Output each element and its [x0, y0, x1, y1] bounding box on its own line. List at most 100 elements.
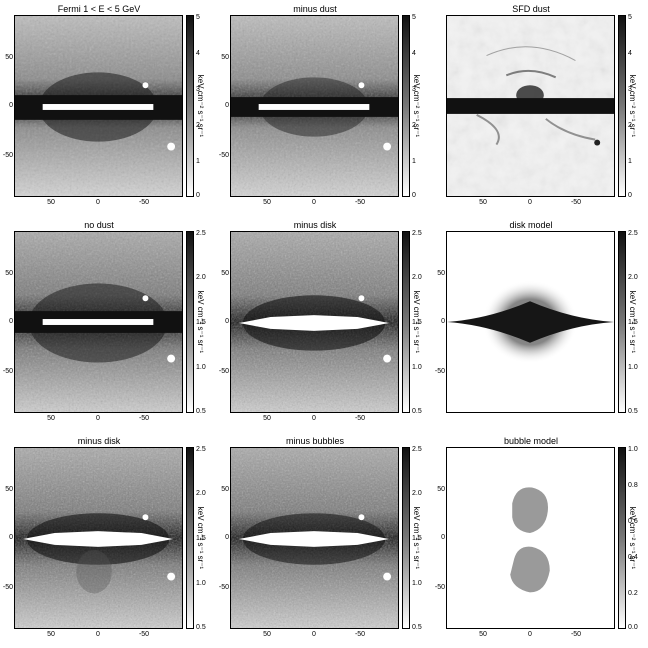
colorbar-tick: 0.4 — [628, 554, 638, 561]
y-tick-label: 50 — [5, 270, 13, 277]
colorbar-tick: 2.0 — [196, 490, 206, 497]
colorbar-tick: 2.5 — [196, 230, 206, 237]
y-tick-label: 0 — [441, 318, 445, 325]
colorbar-tick: 3 — [196, 86, 200, 93]
y-tick-label: 0 — [225, 318, 229, 325]
colorbar-tick: 1 — [412, 158, 416, 165]
colorbar-tick: 2 — [196, 122, 200, 129]
x-tick-label: -50 — [570, 631, 582, 638]
sky-map-no-dust — [14, 231, 183, 413]
y-tick-label: 0 — [9, 318, 13, 325]
x-tick-label: 50 — [47, 631, 55, 638]
x-tick-label: 0 — [312, 631, 316, 638]
y-tick-label: 50 — [5, 486, 13, 493]
x-tick-label: 0 — [312, 415, 316, 422]
panel-disk-model: disk model 50 0 -50 2.5 2.0 1.5 1.0 0.5 … — [435, 216, 648, 432]
colorbar-unit-label: keV cm⁻² s⁻¹ sr⁻¹ — [412, 74, 421, 138]
sky-map-minus-bubbles — [230, 447, 399, 629]
colorbar-tick: 1.0 — [628, 364, 638, 371]
colorbar-tick: 2.5 — [412, 446, 422, 453]
y-tick-label: 0 — [225, 534, 229, 541]
colorbar-tick: 0.2 — [628, 590, 638, 597]
x-tick-label: -50 — [570, 199, 582, 206]
x-tick-label: -50 — [138, 415, 150, 422]
colorbar-tick: 0 — [412, 192, 416, 199]
panel-fermi: Fermi 1 < E < 5 GeV 50 0 -50 50 0 -50 5 … — [3, 0, 220, 216]
colorbar — [618, 231, 626, 413]
colorbar-tick: 0 — [628, 192, 632, 199]
colorbar-tick: 2.5 — [628, 230, 638, 237]
colorbar-tick: 1.0 — [412, 580, 422, 587]
panel-title: minus dust — [293, 4, 337, 14]
panel-minus-bubbles: minus bubbles 50 0 -50 50 0 -50 2.5 2.0 … — [219, 432, 436, 648]
sky-map-minus-disk-b — [14, 447, 183, 629]
panel-title: no dust — [84, 220, 114, 230]
x-tick-label: 0 — [528, 199, 532, 206]
colorbar — [618, 15, 626, 197]
colorbar — [186, 231, 194, 413]
y-tick-label: 50 — [221, 486, 229, 493]
sky-map-minus-disk-a — [230, 231, 399, 413]
colorbar-tick: 4 — [412, 50, 416, 57]
x-tick-label: 0 — [96, 415, 100, 422]
colorbar — [402, 15, 410, 197]
panel-bubble-model: bubble model 50 0 -50 50 0 -50 1.0 0.8 0… — [435, 432, 648, 648]
y-tick-label: -50 — [2, 152, 13, 159]
colorbar-tick: 2 — [628, 122, 632, 129]
x-tick-label: 0 — [528, 631, 532, 638]
panel-no-dust: no dust 50 0 -50 50 0 -50 2.5 2.0 1.5 1.… — [3, 216, 220, 432]
colorbar-tick: 1 — [628, 158, 632, 165]
panel-title: SFD dust — [512, 4, 550, 14]
panel-title: minus disk — [77, 436, 121, 446]
colorbar-tick: 3 — [412, 86, 416, 93]
colorbar-unit-label: keV cm⁻² s⁻¹ sr⁻¹ — [628, 506, 637, 570]
colorbar-unit-label: keV cm⁻² s⁻¹ sr⁻¹ — [412, 290, 421, 354]
colorbar-tick: 2.0 — [628, 274, 638, 281]
y-tick-label: -50 — [2, 368, 13, 375]
y-tick-label: 50 — [437, 270, 445, 277]
x-tick-label: 50 — [263, 199, 271, 206]
y-tick-label: -50 — [2, 584, 13, 591]
colorbar-tick: 2.5 — [412, 230, 422, 237]
colorbar-unit-label: keV cm⁻² s⁻¹ sr⁻¹ — [196, 290, 205, 354]
y-tick-label: 50 — [221, 54, 229, 61]
x-tick-label: 50 — [479, 199, 487, 206]
y-tick-label: -50 — [434, 584, 445, 591]
x-tick-label: -50 — [354, 415, 366, 422]
panel-title: minus disk — [293, 220, 337, 230]
x-tick-label: 0 — [312, 199, 316, 206]
colorbar-tick: 4 — [196, 50, 200, 57]
sky-map-disk-model — [446, 231, 615, 413]
colorbar-tick: 1 — [196, 158, 200, 165]
sky-map-fermi — [14, 15, 183, 197]
colorbar-tick: 2.0 — [412, 274, 422, 281]
x-tick-label: 0 — [96, 631, 100, 638]
y-tick-label: 50 — [221, 270, 229, 277]
x-tick-label: -50 — [354, 199, 366, 206]
colorbar-tick: 1.5 — [196, 535, 206, 542]
y-tick-label: 0 — [441, 534, 445, 541]
colorbar-tick: 1.5 — [412, 535, 422, 542]
colorbar-tick: 2.0 — [412, 490, 422, 497]
colorbar-tick: 0.5 — [628, 408, 638, 415]
colorbar-tick: 5 — [628, 14, 632, 21]
panel-title: minus bubbles — [285, 436, 345, 446]
x-tick-label: 50 — [479, 631, 487, 638]
panel-title: bubble model — [503, 436, 559, 446]
y-tick-label: -50 — [218, 152, 229, 159]
y-tick-label: -50 — [218, 584, 229, 591]
y-tick-label: 50 — [437, 486, 445, 493]
sky-map-bubble-model — [446, 447, 615, 629]
colorbar-unit-label: keV cm⁻² s⁻¹ sr⁻¹ — [628, 74, 637, 138]
panel-minus-dust: minus dust 50 0 -50 50 0 -50 5 4 3 2 1 0… — [219, 0, 436, 216]
colorbar-tick: 0.5 — [412, 624, 422, 631]
colorbar-unit-label: keV cm⁻² s⁻¹ sr⁻¹ — [196, 74, 205, 138]
colorbar-unit-label: keV cm⁻² s⁻¹ sr⁻¹ — [628, 290, 637, 354]
x-tick-label: -50 — [354, 631, 366, 638]
x-tick-label: 50 — [263, 415, 271, 422]
colorbar-tick: 0 — [196, 192, 200, 199]
colorbar-tick: 1.0 — [628, 446, 638, 453]
colorbar-tick: 0.8 — [628, 482, 638, 489]
colorbar-tick: 0.5 — [196, 408, 206, 415]
x-tick-label: 50 — [47, 199, 55, 206]
